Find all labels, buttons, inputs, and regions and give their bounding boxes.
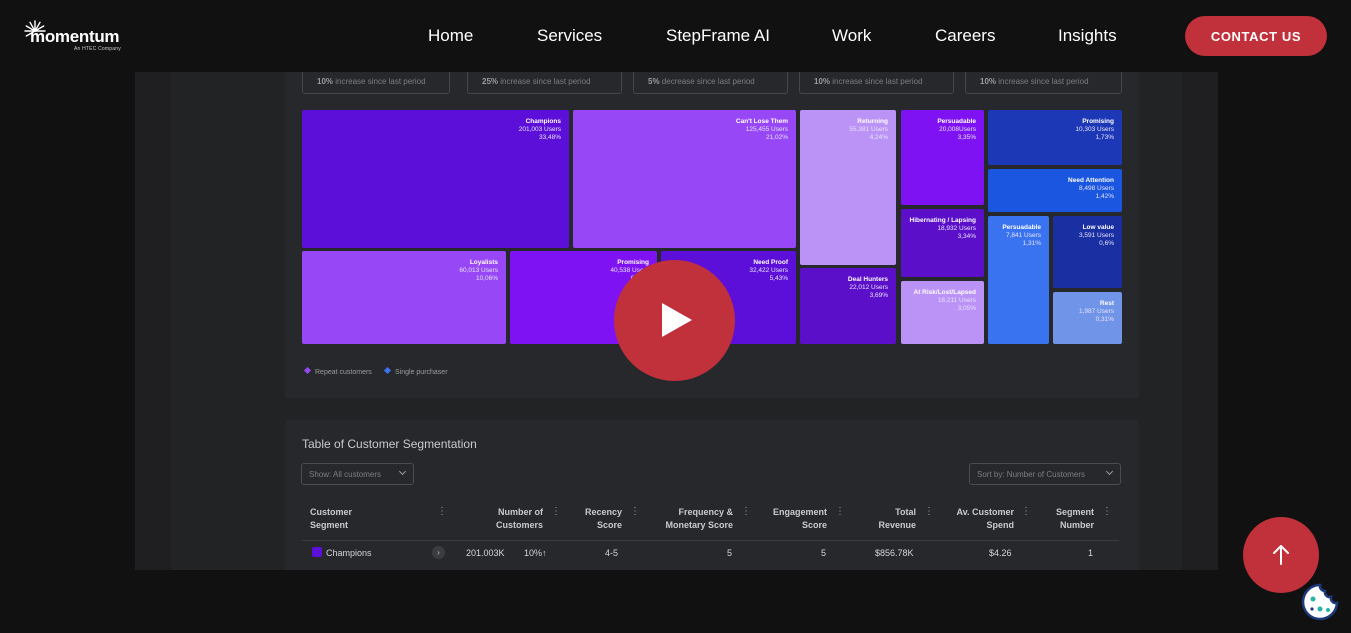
legend-item: Single purchaser [383,366,448,376]
cookie-settings-icon[interactable] [1300,582,1340,622]
nav-services[interactable]: Services [537,26,603,45]
table-cell-revenue: $856.78K [875,548,914,558]
column-header[interactable]: Customer Segment [310,507,353,530]
column-menu-icon[interactable]: ⋮ [741,506,751,517]
nav-stepframe-ai[interactable]: StepFrame AI [666,26,770,45]
column-menu-icon[interactable]: ⋮ [630,506,640,517]
treemap-tile: At Risk/Lost/Lapsed 18,211 Users 3,05% [901,281,984,344]
segmentation-card: 10% increase since last period 25% incre… [285,72,1139,398]
stat-card: 10% increase since last period [965,72,1122,94]
play-button[interactable] [614,260,735,381]
diamond-icon [303,366,312,375]
stat-card: 10% increase since last period [302,72,450,94]
logo-tagline: An HTEC Company [74,46,121,52]
table-cell-customers: 201.003K [466,548,505,558]
sort-select[interactable]: Sort by: Number of Customers [969,463,1121,485]
filter-select[interactable]: Show: All customers [301,463,414,485]
treemap-tile: Rest 1,987 Users 0,31% [1053,292,1122,344]
treemap-tile: Need Attention 8,498 Users 1,42% [988,169,1122,212]
column-header[interactable]: Number of Customers [495,507,543,530]
logo-wordmark: momentum [30,27,120,46]
column-menu-icon[interactable]: ⋮ [551,506,561,517]
table-cell-spend: $4.26 [989,548,1012,558]
contact-us-button[interactable]: CONTACT US [1185,16,1327,56]
treemap-tile: Loyalists 60,013 Users 10,06% [302,251,506,344]
top-navigation: momentum An HTEC Company Home Services S… [0,0,1351,72]
legend-item: Repeat customers [303,366,372,376]
chevron-right-icon[interactable]: › [432,546,445,559]
treemap-tile: Deal Hunters 22,012 Users 3,69% [800,268,896,344]
momentum-logo[interactable]: momentum An HTEC Company [24,18,134,54]
column-header[interactable]: Recency Score [584,507,622,530]
treemap-tile: Hibernating / Lapsing 18,932 Users 3,34% [901,209,984,277]
scroll-to-top-button[interactable] [1243,517,1319,593]
table-cell-frequency: 5 [727,548,733,558]
table-cell-change: 10%↑ [524,548,547,558]
treemap-tile: Persuadable 7,841 Users 1,31% [988,216,1049,344]
stat-card: 5% decrease since last period [633,72,788,94]
nav-work[interactable]: Work [832,26,872,45]
chevron-down-icon [398,467,407,476]
chevron-down-icon [1105,467,1114,476]
treemap-tile: Champions 201,003 Users 33,48% [302,110,569,248]
arrow-up-icon [1273,545,1289,565]
nav-insights[interactable]: Insights [1058,26,1117,45]
column-header[interactable]: Frequency & Monetary Score [665,507,733,530]
logo-burst-icon [24,20,46,37]
segment-color-swatch [312,547,322,557]
table-cell-segment: Champions [326,548,372,558]
table-cell-recency: 4-5 [605,548,619,558]
column-header[interactable]: Segment Number [1055,507,1094,530]
nav-careers[interactable]: Careers [935,26,996,45]
table-cell-number: 1 [1088,548,1094,558]
nav-home[interactable]: Home [428,26,474,45]
treemap-tile: Can't Lose Them 125,455 Users 21,02% [573,110,796,248]
treemap-tile: Low value 3,591 Users 0,6% [1053,216,1122,288]
column-menu-icon[interactable]: ⋮ [1102,506,1112,517]
table-cell-engagement: 5 [821,548,827,558]
stat-card: 10% increase since last period [799,72,954,94]
treemap-tile: Returning 55,381 Users 4,24% [800,110,896,265]
table-divider [302,540,1119,541]
stat-card: 25% increase since last period [467,72,622,94]
diamond-icon [383,366,392,375]
column-menu-icon[interactable]: ⋮ [924,506,934,517]
segmentation-table-card: Table of Customer Segmentation Show: All… [285,420,1139,570]
treemap-tile: Promising 10,303 Users 1,73% [988,110,1122,165]
column-menu-icon[interactable]: ⋮ [1021,506,1031,517]
column-menu-icon[interactable]: ⋮ [835,506,845,517]
column-header[interactable]: Av. Customer Spend [956,507,1014,530]
column-menu-icon[interactable]: ⋮ [437,506,447,517]
table-title: Table of Customer Segmentation [302,437,477,451]
column-header[interactable]: Engagement Score [772,507,827,530]
play-icon [662,303,692,337]
treemap-tile: Persuadable 20,008Users 3,35% [901,110,984,205]
column-header[interactable]: Total Revenue [878,507,916,530]
